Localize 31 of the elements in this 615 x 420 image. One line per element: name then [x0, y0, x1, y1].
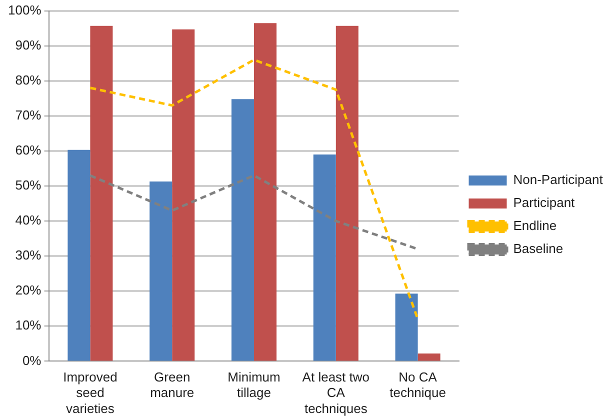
x-tick-label: Minimum tillage [228, 370, 280, 400]
bar [172, 29, 195, 361]
y-tick-label: 20% [15, 282, 42, 298]
legend-label: Participant [513, 195, 576, 210]
bar [254, 23, 277, 361]
y-tick-label: 60% [15, 142, 42, 158]
y-tick-label: 0% [22, 352, 42, 368]
bar [150, 181, 172, 361]
x-tick-label: At least two CA techniques [302, 370, 370, 416]
y-tick-label: 30% [15, 248, 42, 263]
legend-label: Baseline [513, 241, 564, 256]
line-series [88, 58, 420, 320]
bar [395, 294, 418, 361]
y-tick-label: 50% [15, 178, 42, 193]
bar [313, 154, 336, 361]
x-tick-label: No CA technique [390, 370, 446, 400]
bar [68, 150, 90, 361]
y-tick-label: 80% [15, 72, 42, 88]
legend-label: Endline [513, 218, 557, 234]
bar [231, 99, 254, 361]
y-tick-label: 40% [15, 212, 42, 228]
bar [418, 353, 440, 361]
x-tick-label: Green manure [150, 370, 194, 400]
y-tick-label: 10% [15, 318, 42, 333]
legend-label: Non-Participant [513, 172, 604, 188]
y-tick-label: 100% [8, 2, 42, 18]
y-tick-label: 70% [15, 108, 42, 122]
bar [336, 26, 358, 361]
bar [90, 26, 113, 361]
y-tick-label: 90% [15, 37, 42, 52]
x-tick-label: Improved seed varieties [63, 370, 118, 416]
